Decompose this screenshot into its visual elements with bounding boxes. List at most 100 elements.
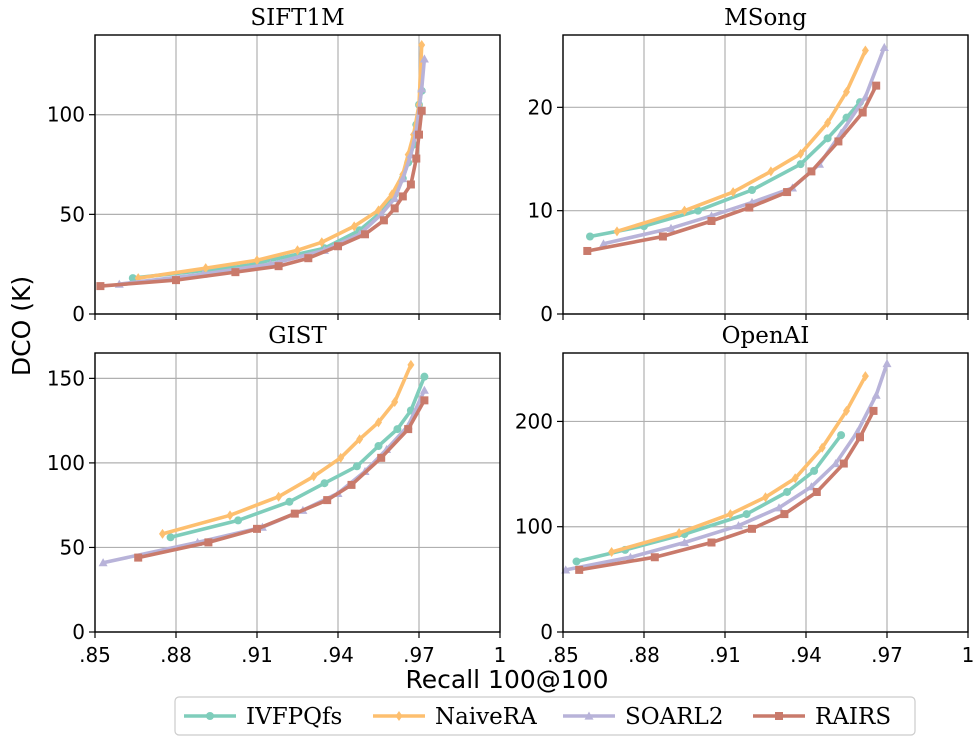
legend-label: NaiveRA <box>435 704 537 730</box>
x-tick-label: .85 <box>79 643 111 667</box>
data-point-rairs <box>420 396 429 405</box>
data-point-naivera <box>791 473 799 484</box>
legend-label: SOARL2 <box>625 704 723 730</box>
data-point-naivera <box>608 546 616 557</box>
y-tick-label: 50 <box>60 202 85 226</box>
data-point-rairs <box>412 154 421 163</box>
data-point-naivera <box>843 405 850 416</box>
y-tick-label: 20 <box>528 95 553 119</box>
data-point-rairs <box>377 453 386 462</box>
data-point-rairs <box>204 538 213 547</box>
legend-item-rairs: RAIRS <box>753 704 891 730</box>
legend-box <box>174 696 916 736</box>
data-point-naivera <box>253 255 261 266</box>
data-point-naivera <box>767 166 775 177</box>
series-ivfpqfs-msong <box>586 98 864 241</box>
data-point-rairs <box>253 524 261 533</box>
series-soarl2-openai <box>561 359 892 574</box>
plot-frame <box>562 352 969 633</box>
data-point-ivfpqfs <box>694 206 702 215</box>
data-point-rairs <box>379 216 388 225</box>
data-point-soarl2 <box>419 54 429 63</box>
data-point-ivfpqfs <box>420 372 429 381</box>
data-point-ivfpqfs <box>783 487 792 496</box>
data-point-ivfpqfs <box>320 479 329 488</box>
y-tick-label: 50 <box>60 535 85 559</box>
data-point-naivera <box>726 509 734 520</box>
x-tick-label: .97 <box>403 643 435 667</box>
y-tick-label: 150 <box>47 366 85 390</box>
data-point-rairs <box>231 268 240 277</box>
panel-sift1m: 0 50 100 SIFT1M <box>47 5 501 326</box>
data-point-rairs <box>417 106 426 115</box>
data-point-naivera <box>391 397 399 408</box>
plot-frame <box>562 34 969 315</box>
data-point-rairs <box>780 510 789 519</box>
data-point-rairs <box>323 496 332 505</box>
data-point-soarl2 <box>666 223 676 232</box>
data-point-ivfpqfs <box>837 431 846 440</box>
data-point-ivfpqfs <box>352 462 361 471</box>
data-point-rairs <box>783 188 792 197</box>
panel-title: GIST <box>268 323 327 349</box>
data-point-soarl2 <box>390 193 400 203</box>
data-point-rairs <box>390 204 399 213</box>
series-line-soarl2 <box>601 45 887 246</box>
data-point-naivera <box>337 452 345 463</box>
data-point-naivera <box>762 492 769 503</box>
y-tick-label: 0 <box>540 620 553 644</box>
data-point-rairs <box>361 230 369 239</box>
y-tick-label: 200 <box>515 409 553 433</box>
data-point-rairs <box>415 130 423 139</box>
data-point-rairs <box>839 459 848 468</box>
data-point-soarl2 <box>599 239 608 248</box>
data-point-naivera <box>318 237 326 248</box>
legend-label: IVFPQfs <box>246 704 342 730</box>
x-tick-label: .88 <box>628 643 660 667</box>
legend-item-naivera: NaiveRA <box>373 704 537 730</box>
series-naivera-msong <box>613 45 869 237</box>
data-point-naivera <box>275 491 283 502</box>
data-point-ivfpqfs <box>572 557 581 566</box>
data-point-rairs <box>575 565 584 574</box>
plot-frame <box>94 352 501 633</box>
x-tick-label: 1 <box>494 643 507 667</box>
panel-title: MSong <box>724 5 807 31</box>
series-rairs-gist <box>134 396 429 562</box>
data-point-rairs <box>807 167 816 176</box>
x-tick-label: .94 <box>322 643 354 667</box>
data-point-naivera <box>818 442 826 453</box>
panel-msong: 0 10 20 MSong <box>528 5 969 326</box>
x-tick-label: .91 <box>709 643 741 667</box>
data-point-rairs <box>869 406 878 415</box>
data-point-naivera <box>797 148 805 159</box>
data-point-rairs <box>745 203 754 212</box>
data-point-rairs <box>856 433 864 442</box>
data-point-soarl2 <box>879 42 889 51</box>
data-point-rairs <box>404 425 413 434</box>
series-rairs-sift1m <box>96 106 426 291</box>
y-tick-label: 100 <box>47 103 85 127</box>
y-tick-label: 100 <box>515 515 553 539</box>
data-point-ivfpqfs <box>166 533 175 542</box>
series-naivera-openai <box>608 371 869 557</box>
data-point-soarl2 <box>860 92 870 101</box>
data-point-rairs <box>658 232 667 241</box>
series-rairs-openai <box>575 406 878 574</box>
data-point-naivera <box>375 417 382 428</box>
data-point-naivera <box>226 510 234 521</box>
data-point-naivera <box>843 86 850 97</box>
data-point-soarl2 <box>680 538 689 547</box>
legend: IVFPQfs NaiveRA SOARL2 RAIRS <box>174 696 916 736</box>
data-point-rairs <box>707 217 716 225</box>
data-point-ivfpqfs <box>393 425 402 434</box>
series-soarl2-sift1m <box>114 54 429 288</box>
data-point-soarl2 <box>882 359 892 368</box>
series-line-naivera <box>136 43 424 280</box>
data-point-naivera <box>675 528 683 539</box>
data-point-rairs <box>748 524 756 533</box>
data-point-naivera <box>613 226 621 237</box>
data-point-rairs <box>304 254 313 263</box>
series-line-ivfpqfs <box>588 100 862 239</box>
series-soarl2-gist <box>98 385 429 567</box>
